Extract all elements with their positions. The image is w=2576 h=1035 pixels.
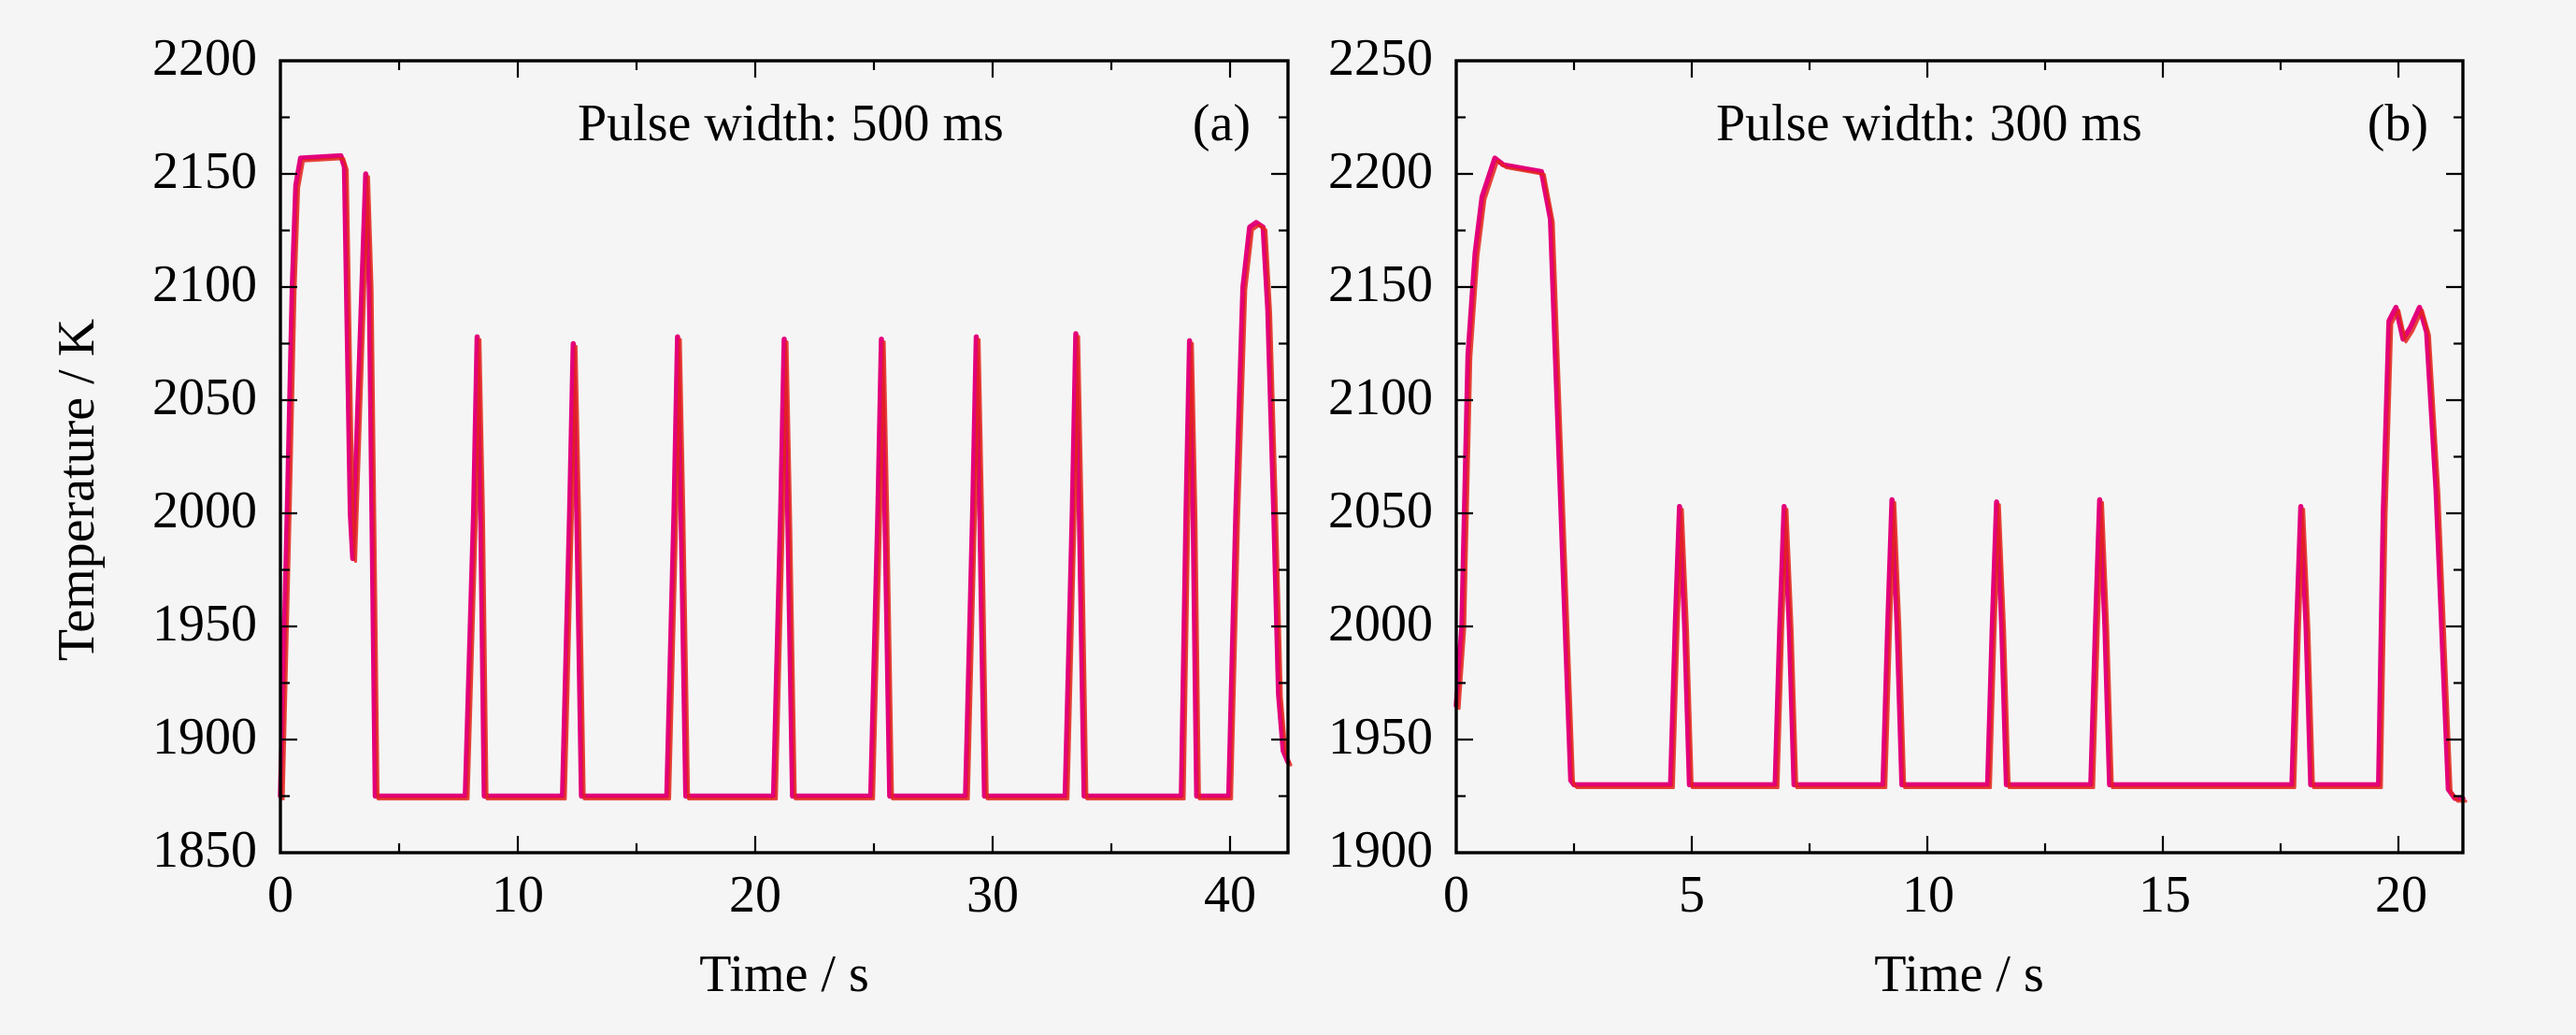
svg-text:2250: 2250 <box>1328 29 1433 87</box>
svg-text:15: 15 <box>2139 866 2191 924</box>
svg-text:20: 20 <box>729 866 781 924</box>
svg-text:2000: 2000 <box>1328 595 1433 653</box>
svg-text:2000: 2000 <box>152 482 257 539</box>
svg-text:1950: 1950 <box>1328 708 1433 766</box>
svg-text:Time / s: Time / s <box>1874 945 2044 1003</box>
svg-text:5: 5 <box>1679 866 1705 924</box>
svg-text:40: 40 <box>1204 866 1256 924</box>
svg-text:Pulse width: 300 ms: Pulse width: 300 ms <box>1716 94 2142 152</box>
svg-text:2200: 2200 <box>152 29 257 87</box>
svg-text:2200: 2200 <box>1328 142 1433 200</box>
svg-text:20: 20 <box>2375 866 2427 924</box>
svg-text:2150: 2150 <box>1328 255 1433 313</box>
svg-text:0: 0 <box>1443 866 1469 924</box>
svg-text:30: 30 <box>966 866 1019 924</box>
svg-text:1900: 1900 <box>1328 821 1433 879</box>
svg-text:(a): (a) <box>1193 94 1251 152</box>
svg-text:2050: 2050 <box>152 368 257 426</box>
svg-text:2100: 2100 <box>152 255 257 313</box>
svg-text:1900: 1900 <box>152 708 257 766</box>
svg-text:2100: 2100 <box>1328 368 1433 426</box>
svg-text:2050: 2050 <box>1328 482 1433 539</box>
svg-text:1950: 1950 <box>152 595 257 653</box>
svg-text:Time / s: Time / s <box>699 945 869 1003</box>
svg-text:10: 10 <box>1902 866 1954 924</box>
svg-text:10: 10 <box>492 866 544 924</box>
svg-text:1850: 1850 <box>152 821 257 879</box>
svg-text:Pulse width: 500 ms: Pulse width: 500 ms <box>578 94 1004 152</box>
svg-text:(b): (b) <box>2368 94 2428 152</box>
svg-text:Temperature / K: Temperature / K <box>48 319 106 661</box>
svg-text:0: 0 <box>267 866 293 924</box>
svg-text:2150: 2150 <box>152 142 257 200</box>
